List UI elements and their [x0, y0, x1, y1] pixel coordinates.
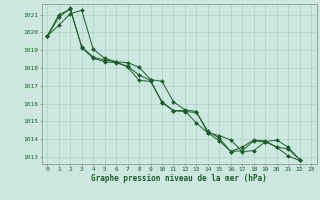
X-axis label: Graphe pression niveau de la mer (hPa): Graphe pression niveau de la mer (hPa): [91, 174, 267, 183]
